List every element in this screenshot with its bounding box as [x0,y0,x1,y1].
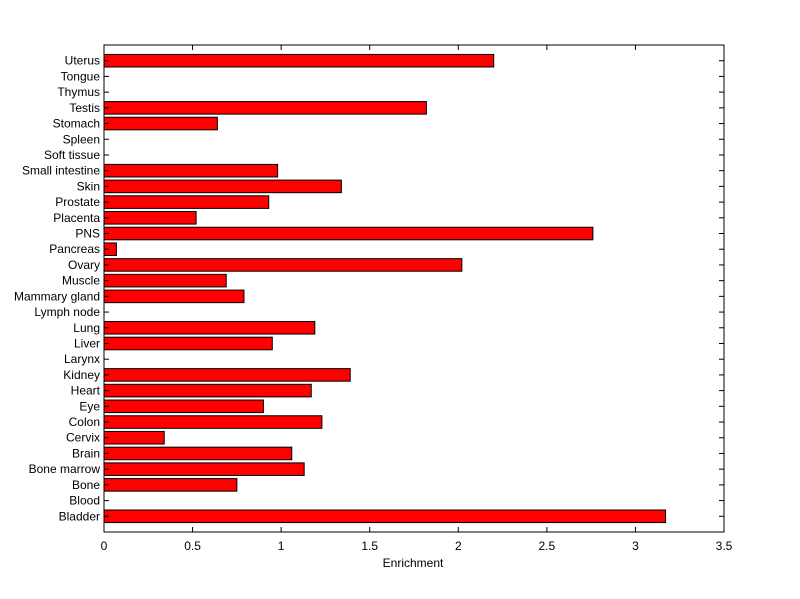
y-tick-label-skin: Skin [77,179,100,193]
y-tick-label-muscle: Muscle [62,274,100,288]
y-tick-label-cervix: Cervix [66,431,100,445]
bar-brain [103,446,293,461]
bar-kidney [103,368,351,382]
y-tick-label-bone: Bone [72,478,100,492]
bar-bone-marrow [103,462,305,476]
bar-lung [103,320,316,335]
y-tick-label-lung: Lung [73,321,100,335]
y-tick-label-blood: Blood [69,494,100,508]
bar-stomach [103,116,218,131]
y-tick-label-eye: Eye [79,399,100,413]
plot-frame [103,44,725,533]
y-tick-label-lymph-node: Lymph node [34,305,100,319]
y-tick-label-small-intestine: Small intestine [22,164,100,178]
bar-bladder [103,509,667,524]
y-tick-label-stomach: Stomach [53,117,100,131]
bar-muscle [103,273,227,288]
y-tick-label-prostate: Prostate [55,195,100,209]
y-tick-label-placenta: Placenta [53,211,100,225]
bar-ovary [103,258,463,272]
bar-testis [103,101,427,115]
y-tick-label-bladder: Bladder [59,509,100,523]
y-tick-label-mammary-gland: Mammary gland [14,289,100,303]
x-tick-label: 1 [278,539,285,553]
x-tick-label: 0 [101,539,108,553]
bar-bone [103,478,238,492]
x-tick-label: 1.5 [361,539,378,553]
bar-prostate [103,195,270,209]
x-tick-label: 2 [455,539,462,553]
x-tick-label: 3.5 [716,539,733,553]
x-tick-label: 3 [632,539,639,553]
y-tick-label-testis: Testis [69,101,100,115]
bar-pns [103,226,594,241]
y-tick-label-soft-tissue: Soft tissue [44,148,100,162]
bar-cervix [103,430,165,445]
bar-small-intestine [103,163,279,178]
bar-mammary-gland [103,289,245,304]
y-tick-label-tongue: Tongue [61,69,101,83]
y-tick-label-brain: Brain [72,446,100,460]
bar-liver [103,336,273,351]
y-tick-label-pns: PNS [75,227,100,241]
bar-colon [103,415,323,429]
y-tick-label-spleen: Spleen [63,132,100,146]
bar-placenta [103,211,197,225]
y-tick-label-larynx: Larynx [64,352,100,366]
bar-skin [103,179,342,194]
y-tick-label-liver: Liver [74,336,100,350]
y-tick-label-pancreas: Pancreas [49,242,100,256]
x-tick-label: 0.5 [184,539,201,553]
x-axis-title: Enrichment [383,556,444,570]
bar-uterus [103,53,495,68]
y-tick-label-ovary: Ovary [68,258,100,272]
x-tick-label: 2.5 [539,539,556,553]
y-tick-label-heart: Heart [71,384,101,398]
x-ticks-group: 0 0.5 1 1.5 2 2.5 3 3.5 [101,45,733,553]
y-tick-label-bone-marrow: Bone marrow [29,462,101,476]
y-tick-label-thymus: Thymus [57,85,100,99]
y-tick-label-uterus: Uterus [65,54,100,68]
y-tick-label-colon: Colon [69,415,100,429]
y-tick-label-kidney: Kidney [63,368,100,382]
bar-heart [103,383,312,398]
bar-eye [103,399,264,414]
